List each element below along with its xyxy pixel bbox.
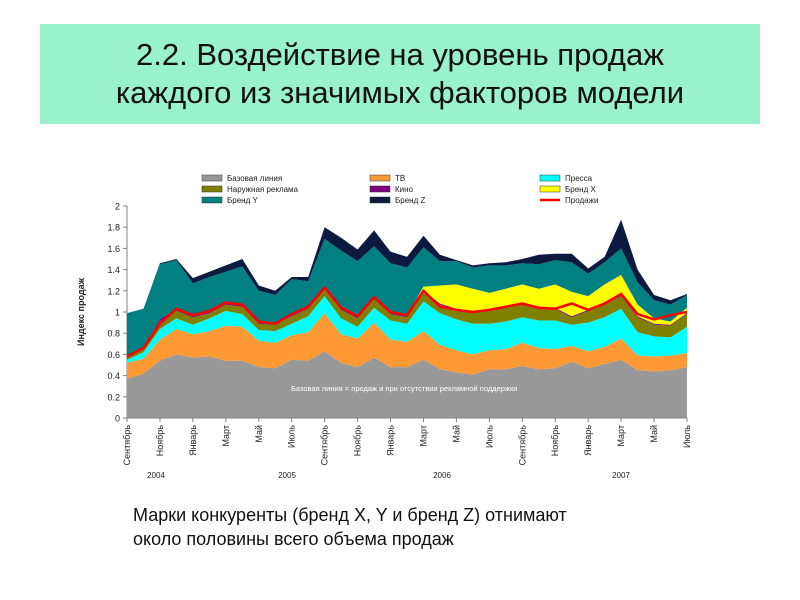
slide-caption: Марки конкуренты (бренд X, Y и бренд Z) … bbox=[133, 505, 567, 549]
y-tick-label: 1.2 bbox=[107, 286, 120, 296]
y-tick-label: 0.2 bbox=[107, 392, 120, 402]
x-tick-label: Ноябрь bbox=[550, 425, 560, 457]
x-year-label: 2006 bbox=[433, 471, 451, 480]
x-tick-label: Май bbox=[649, 425, 659, 443]
legend-swatch bbox=[201, 185, 223, 193]
chart-annotation: Базовая линия = продаж и при отсутствии … bbox=[291, 384, 517, 393]
area-series-Пресса bbox=[127, 296, 687, 363]
legend-label: Бренд Z bbox=[395, 196, 425, 205]
legend-label: Кино bbox=[395, 185, 414, 194]
legend-swatch bbox=[201, 196, 223, 204]
x-tick-label: Сентябрь bbox=[517, 425, 527, 466]
x-year-label: 2007 bbox=[612, 471, 630, 480]
x-tick-label: Май bbox=[451, 425, 461, 443]
y-tick-label: 0 bbox=[115, 414, 120, 424]
y-tick-label: 0.4 bbox=[107, 371, 120, 381]
area-series-Бренд X bbox=[127, 274, 687, 357]
x-year-label: 2004 bbox=[147, 471, 165, 480]
y-tick-label: 0.8 bbox=[107, 329, 120, 339]
legend-label: Бренд Y bbox=[227, 196, 258, 205]
x-tick-label: Сентябрь bbox=[122, 425, 132, 466]
legend-label: Базовая линия bbox=[227, 174, 282, 183]
y-tick-label: 2 bbox=[115, 202, 120, 212]
legend-label: ТВ bbox=[395, 174, 405, 183]
legend-swatch bbox=[369, 174, 391, 182]
x-tick-label: Март bbox=[221, 425, 231, 447]
x-tick-label: Март bbox=[418, 425, 428, 447]
slide-title: 2.2. Воздействие на уровень продаж каждо… bbox=[115, 37, 685, 110]
y-tick-label: 0.6 bbox=[107, 350, 120, 360]
legend-swatch bbox=[539, 174, 561, 182]
y-tick-label: 1 bbox=[115, 308, 120, 318]
x-tick-label: Сентябрь bbox=[320, 425, 330, 466]
x-tick-label: Январь bbox=[583, 425, 593, 456]
x-tick-label: Ноябрь bbox=[155, 425, 165, 457]
slide-title-banner: 2.2. Воздействие на уровень продаж каждо… bbox=[40, 24, 760, 124]
legend-label: Пресса bbox=[565, 174, 593, 183]
legend-label: Наружная реклама bbox=[227, 185, 299, 194]
legend-swatch bbox=[369, 196, 391, 204]
y-axis-title: Индекс продаж bbox=[76, 277, 86, 346]
area-series-Бренд Z bbox=[127, 219, 687, 314]
area-series-ТВ bbox=[127, 313, 687, 379]
legend-swatch bbox=[201, 174, 223, 182]
x-year-label: 2005 bbox=[278, 471, 296, 480]
x-tick-label: Ноябрь bbox=[353, 425, 363, 457]
x-tick-label: Март bbox=[616, 425, 626, 447]
x-tick-label: Май bbox=[254, 425, 264, 443]
y-tick-label: 1.4 bbox=[107, 265, 120, 275]
legend-swatch bbox=[539, 185, 561, 193]
x-tick-label: Июль bbox=[287, 425, 297, 448]
legend-label: Бренд X bbox=[565, 185, 596, 194]
x-tick-label: Июль bbox=[682, 425, 692, 448]
y-tick-label: 1.8 bbox=[107, 223, 120, 233]
x-tick-label: Январь bbox=[188, 425, 198, 456]
legend-label: Продажи bbox=[565, 196, 598, 205]
stacked-area-chart: 0 0.2 0.4 0.6 0.8 1 1.2 1.4 1.6 1.8 2 Индекс продаж… bbox=[76, 174, 692, 480]
x-tick-label: Июль bbox=[484, 425, 494, 448]
line-series-Продажи bbox=[126, 285, 688, 358]
y-tick-label: 1.6 bbox=[107, 244, 120, 254]
legend-swatch bbox=[369, 185, 391, 193]
x-tick-label: Январь bbox=[386, 425, 396, 456]
area-series-Бренд Y bbox=[127, 238, 687, 357]
area-series-Базовая линия bbox=[127, 351, 687, 418]
